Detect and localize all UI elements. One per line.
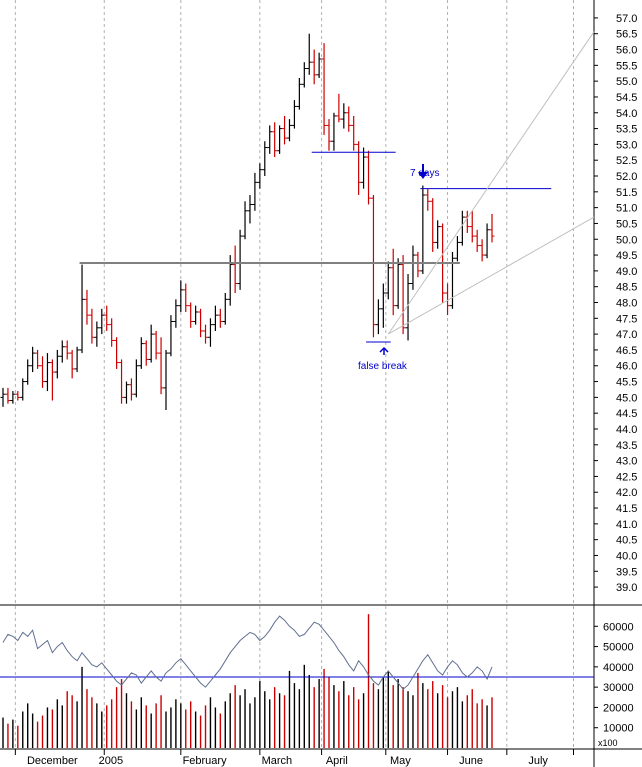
- false-break-annotation: false break: [358, 361, 408, 372]
- price-tick-label: 39.0: [616, 582, 637, 594]
- time-axis-label: December: [27, 755, 78, 767]
- price-tick-label: 56.0: [616, 45, 637, 57]
- time-axis-label: February: [183, 755, 228, 767]
- price-tick-label: 39.5: [616, 566, 637, 578]
- price-tick-label: 45.0: [616, 392, 637, 404]
- volume-tick-label: 50000: [603, 642, 634, 654]
- price-tick-label: 49.0: [616, 266, 637, 278]
- volume-overlays: [0, 615, 594, 690]
- price-tick-label: 52.5: [616, 155, 637, 167]
- price-bars: [0, 33, 495, 411]
- price-tick-label: 54.0: [616, 108, 637, 120]
- volume-tick-label: 30000: [603, 682, 634, 694]
- price-tick-label: 47.5: [616, 313, 637, 325]
- time-axis-label: June: [459, 755, 483, 767]
- time-axis-label: March: [262, 755, 293, 767]
- price-tick-label: 53.5: [616, 124, 637, 136]
- price-tick-label: 55.0: [616, 76, 637, 88]
- price-tick-label: 40.5: [616, 535, 637, 547]
- volume-tick-label: 20000: [603, 702, 634, 714]
- price-tick-label: 50.0: [616, 234, 637, 246]
- volume-tick-label: 40000: [603, 662, 634, 674]
- volume-axis: 60000 50000 40000 30000 20000 10000: [594, 621, 634, 735]
- volume-moving-average: [2, 615, 493, 690]
- price-tick-label: 46.5: [616, 345, 637, 357]
- price-tick-label: 48.0: [616, 298, 637, 310]
- time-axis-label: July: [528, 755, 548, 767]
- price-tick-label: 48.5: [616, 282, 637, 294]
- price-tick-label: 41.0: [616, 519, 637, 531]
- price-tick-label: 42.5: [616, 471, 637, 483]
- price-tick-label: 47.0: [616, 329, 637, 341]
- price-tick-label: 55.5: [616, 60, 637, 72]
- price-tick-label: 53.0: [616, 139, 637, 151]
- price-tick-label: 56.5: [616, 29, 637, 41]
- price-tick-label: 42.0: [616, 487, 637, 499]
- price-tick-label: 51.5: [616, 187, 637, 199]
- price-tick-label: 44.0: [616, 424, 637, 436]
- price-tick-label: 49.5: [616, 250, 637, 262]
- price-tick-label: 46.0: [616, 361, 637, 373]
- price-tick-label: 50.5: [616, 218, 637, 230]
- price-tick-label: 40.0: [616, 550, 637, 562]
- volume-bars: [2, 614, 493, 748]
- price-tick-label: 41.5: [616, 503, 637, 515]
- price-tick-label: 45.5: [616, 377, 637, 389]
- price-tick-label: 57.0: [616, 13, 637, 25]
- down-arrow-icon: [418, 164, 428, 179]
- time-axis-label: May: [390, 755, 411, 767]
- volume-unit-label: x100: [598, 738, 618, 748]
- price-tick-label: 54.5: [616, 92, 637, 104]
- up-arrow-icon: [379, 346, 389, 355]
- price-tick-label: 44.5: [616, 408, 637, 420]
- volume-tick-label: 10000: [603, 723, 634, 735]
- price-tick-label: 51.0: [616, 203, 637, 215]
- price-tick-label: 52.0: [616, 171, 637, 183]
- trendline: [388, 216, 595, 335]
- price-axis: 57.0 56.5 56.0 55.5 55.0 54.5 54.0 53.5 53.0 52.5…: [594, 13, 637, 594]
- time-axis-label: April: [326, 755, 348, 767]
- trendline: [387, 31, 595, 335]
- time-axis-label: 2005: [99, 755, 123, 767]
- price-tick-label: 43.0: [616, 456, 637, 468]
- price-tick-label: 43.5: [616, 440, 637, 452]
- time-axis: December 2005 February March April May June Jul…: [14, 749, 574, 767]
- price-overlays: [79, 31, 595, 343]
- volume-tick-label: 60000: [603, 621, 634, 633]
